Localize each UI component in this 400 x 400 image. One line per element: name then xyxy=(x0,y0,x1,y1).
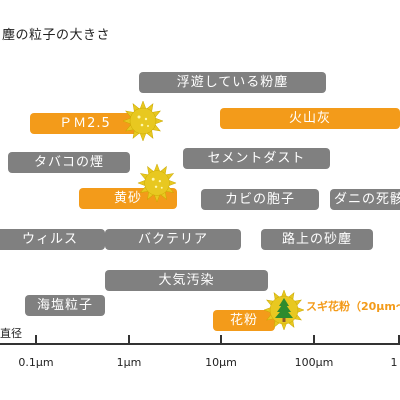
tick-label-1um: 1μm xyxy=(116,356,142,369)
tick-0 xyxy=(35,335,37,345)
pill-cement: セメントダスト xyxy=(183,148,330,169)
kosa-particle-icon xyxy=(137,163,177,203)
tick-2 xyxy=(220,335,222,345)
pill-rojo: 路上の砂塵 xyxy=(261,229,373,250)
sugi-pollen-tree-icon xyxy=(263,289,305,331)
pill-kabi: カビの胞子 xyxy=(201,189,319,210)
pm25-particle-icon xyxy=(122,100,164,142)
pill-virus: ウィルス xyxy=(0,229,105,250)
tick-label-1mm: 1 xyxy=(390,356,398,369)
tick-3 xyxy=(313,335,315,345)
pill-taiki: 大気汚染 xyxy=(105,270,268,291)
pill-pm25: ＰＭ2.5 xyxy=(30,113,140,134)
pill-kafun: 花粉 xyxy=(213,310,275,331)
tick-label-10um: 10μm xyxy=(205,356,237,369)
tick-label-0.1um: 0.1μm xyxy=(18,356,54,369)
axis-line xyxy=(0,343,400,345)
pill-fuyu: 浮遊している粉塵 xyxy=(139,72,326,93)
tick-label-100um: 100μm xyxy=(294,356,334,369)
pill-bacteria: バクテリア xyxy=(105,229,241,250)
pill-dani: ダニの死骸 xyxy=(330,189,400,210)
axis-title: 直径 xyxy=(0,327,22,340)
tick-4 xyxy=(398,335,400,345)
sugi-pollen-label: スギ花粉（20μm～ xyxy=(306,300,400,313)
pill-kaien: 海塩粒子 xyxy=(25,295,105,316)
pill-kazan: 火山灰 xyxy=(220,108,400,129)
tick-1 xyxy=(128,335,130,345)
page-title: 塵の粒子の大きさ xyxy=(2,28,111,43)
pill-tabako: タバコの煙 xyxy=(8,152,130,173)
